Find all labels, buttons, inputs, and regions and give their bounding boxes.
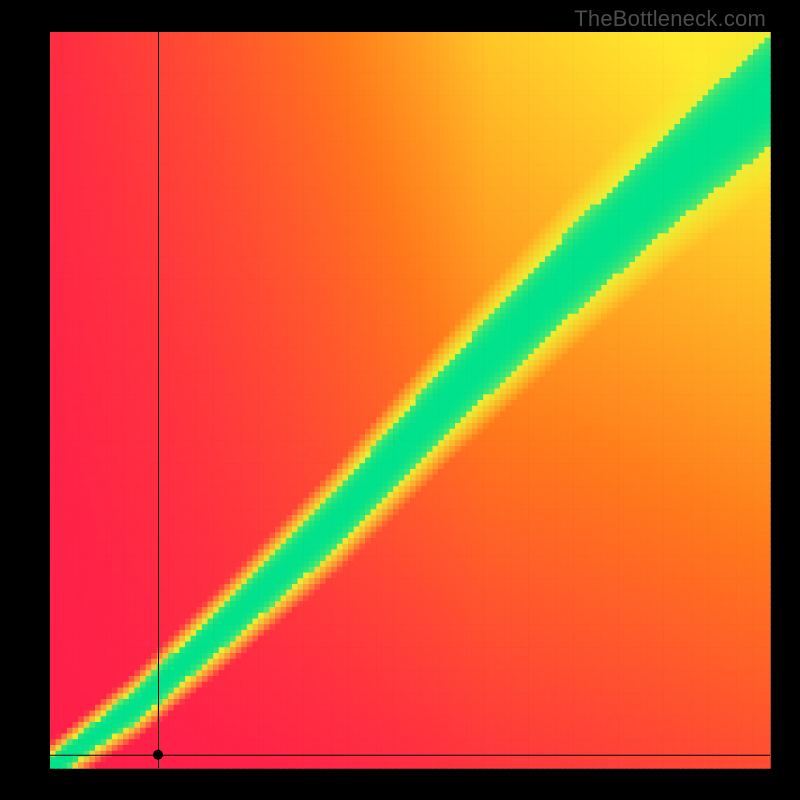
crosshair-overlay xyxy=(0,0,800,800)
watermark-text: TheBottleneck.com xyxy=(574,6,766,32)
chart-root: TheBottleneck.com xyxy=(0,0,800,800)
